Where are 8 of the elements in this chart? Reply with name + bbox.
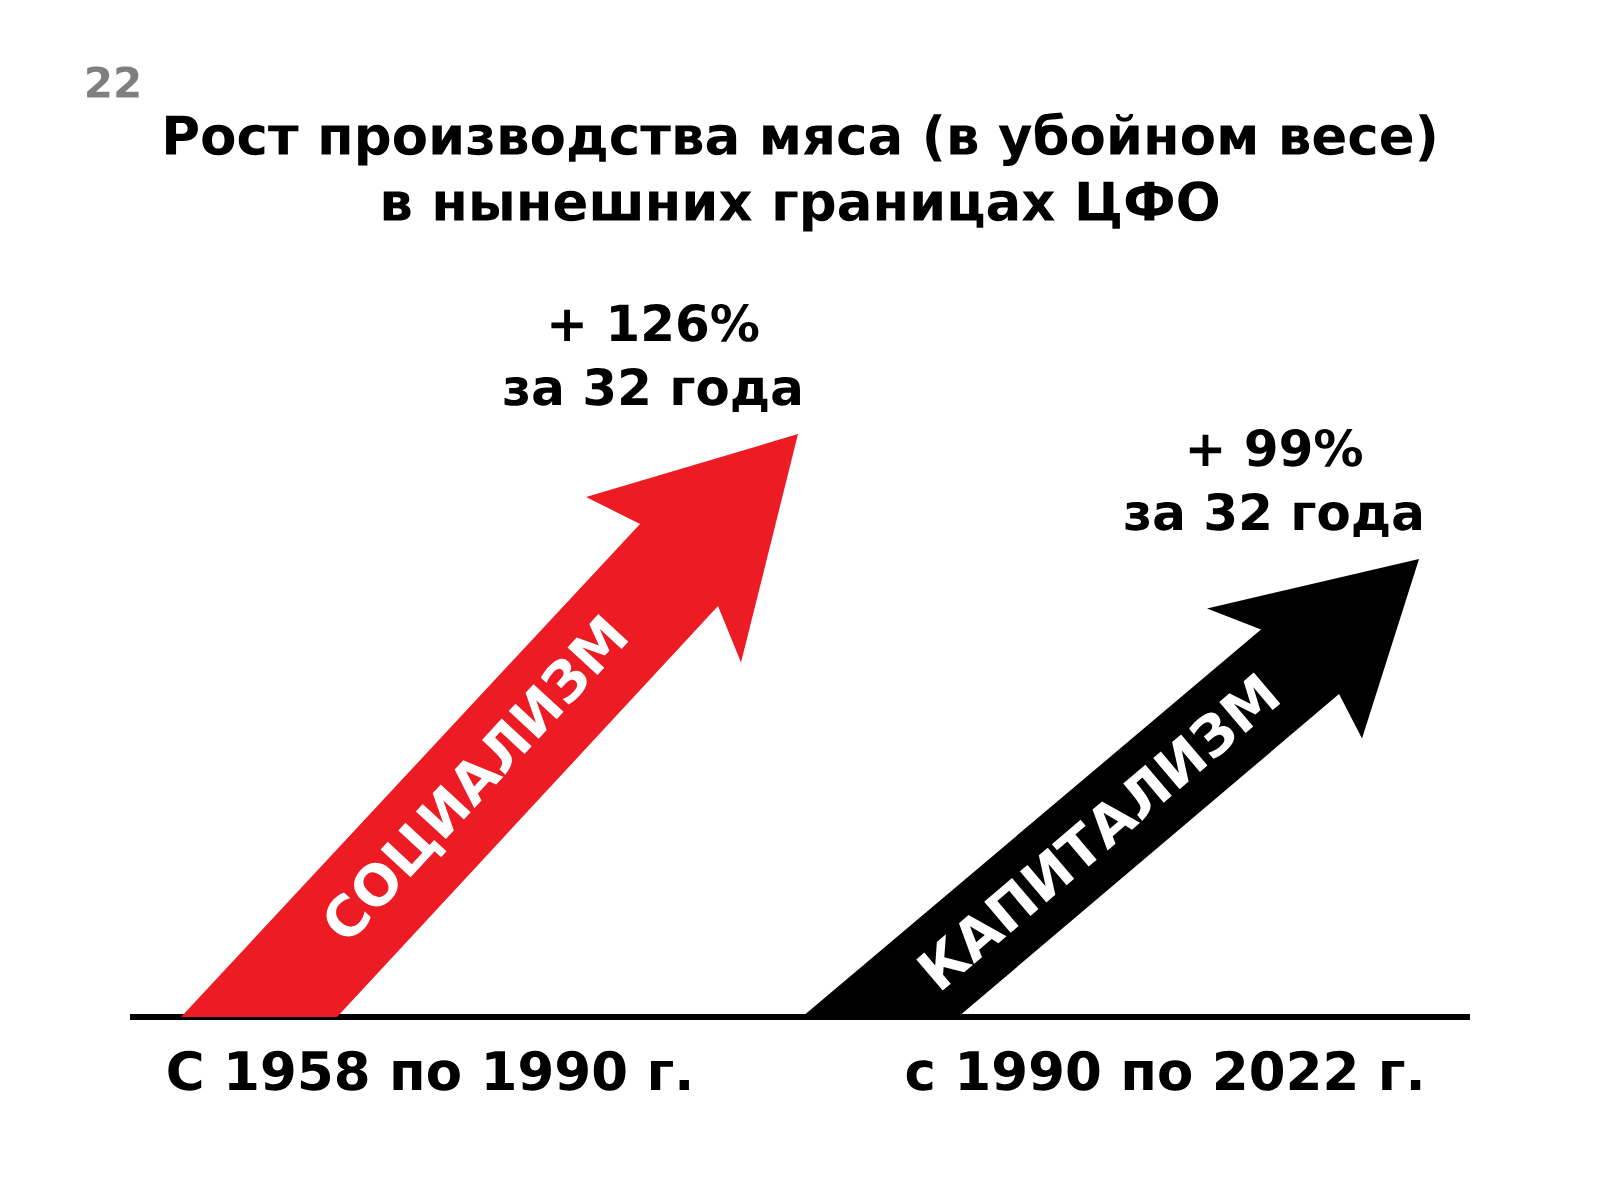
data-label: + 99% <box>1189 428 1362 467</box>
text: Рост производства мяса (в убойном весе) в нынешних границах ЦФО <box>166 112 1435 232</box>
text: 22 <box>87 66 139 98</box>
text: за 32 года <box>1125 492 1421 537</box>
text: за 32 года <box>504 368 800 413</box>
category-label: С 1958 по 1990 г. <box>168 1050 689 1091</box>
category-label: с 1990 по 2022 г. <box>906 1050 1421 1091</box>
data-label: + 126% <box>551 304 759 342</box>
